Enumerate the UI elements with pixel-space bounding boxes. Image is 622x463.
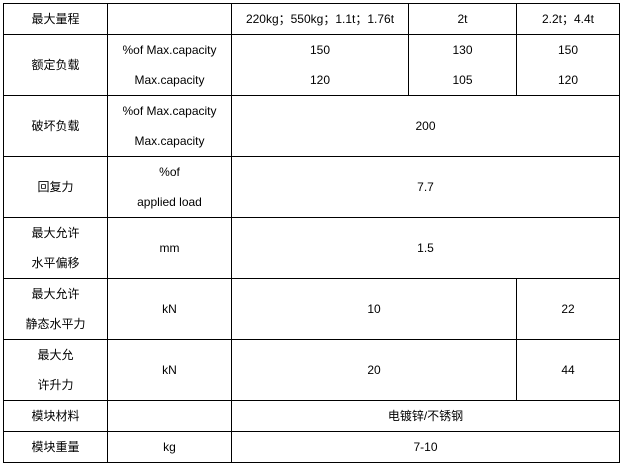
cell: 150 120 bbox=[231, 34, 409, 96]
value: 44 bbox=[516, 339, 620, 401]
unit bbox=[107, 400, 232, 432]
cell: 220kg；550kg；1.1t；1.76t bbox=[231, 3, 409, 35]
label1: 最大允许 bbox=[31, 287, 80, 301]
value: 130 bbox=[452, 43, 473, 57]
label2: 许升力 bbox=[37, 378, 74, 392]
spec-table: 最大量程 220kg；550kg；1.1t；1.76t 2t 2.2t；4.4t… bbox=[3, 3, 620, 463]
unit: kN bbox=[107, 339, 232, 401]
unit: mm bbox=[107, 217, 232, 279]
unit bbox=[107, 3, 232, 35]
cell: 2t bbox=[408, 3, 517, 35]
value: 150 bbox=[557, 43, 579, 57]
cell: 150 120 bbox=[516, 34, 620, 96]
value: 10 bbox=[231, 278, 517, 340]
unit2: Max.capacity bbox=[134, 134, 205, 148]
value: 电镀锌/不锈钢 bbox=[231, 400, 620, 432]
label2: 水平偏移 bbox=[31, 256, 80, 270]
label: 模块重量 bbox=[3, 431, 108, 463]
unit1: %of Max.capacity bbox=[122, 43, 217, 57]
row-restoring-force: 回复力 %of applied load 7.7 bbox=[3, 156, 620, 218]
row-max-range: 最大量程 220kg；550kg；1.1t；1.76t 2t 2.2t；4.4t bbox=[3, 3, 620, 35]
value: 150 bbox=[309, 43, 331, 57]
label: 额定负载 bbox=[3, 34, 108, 96]
label: 最大允许 静态水平力 bbox=[3, 278, 108, 340]
value: 200 bbox=[231, 95, 620, 157]
label: 最大允许 水平偏移 bbox=[3, 217, 108, 279]
value: 120 bbox=[557, 73, 579, 87]
value: 1.5 bbox=[231, 217, 620, 279]
unit: %of Max.capacity Max.capacity bbox=[107, 34, 232, 96]
label: 最大允 许升力 bbox=[3, 339, 108, 401]
value: 7.7 bbox=[231, 156, 620, 218]
unit: kN bbox=[107, 278, 232, 340]
label: 模块材料 bbox=[3, 400, 108, 432]
unit2: applied load bbox=[137, 195, 202, 209]
label2: 静态水平力 bbox=[25, 317, 86, 331]
value: 7-10 bbox=[231, 431, 620, 463]
row-rated-load: 额定负载 %of Max.capacity Max.capacity 150 120… bbox=[3, 34, 620, 96]
label: 回复力 bbox=[3, 156, 108, 218]
unit1: %of bbox=[159, 165, 180, 179]
label1: 最大允 bbox=[37, 348, 74, 362]
unit: %of Max.capacity Max.capacity bbox=[107, 95, 232, 157]
value: 120 bbox=[309, 73, 331, 87]
value: 105 bbox=[452, 73, 473, 87]
unit1: %of Max.capacity bbox=[122, 104, 217, 118]
label1: 最大允许 bbox=[31, 226, 80, 240]
value: 22 bbox=[516, 278, 620, 340]
cell: 2.2t；4.4t bbox=[516, 3, 620, 35]
label: 最大量程 bbox=[3, 3, 108, 35]
value: 20 bbox=[231, 339, 517, 401]
unit: kg bbox=[107, 431, 232, 463]
row-breaking-load: 破坏负载 %of Max.capacity Max.capacity 200 bbox=[3, 95, 620, 157]
row-module-material: 模块材料 电镀锌/不锈钢 bbox=[3, 400, 620, 432]
row-max-static-horizontal-force: 最大允许静态水平力 kN 10 22 bbox=[3, 278, 620, 340]
row-module-weight: 模块重量 kg 7-10 bbox=[3, 431, 620, 463]
cell: 130 105 bbox=[408, 34, 517, 96]
row-max-horizontal-offset: 最大允许水平偏移 mm 1.5 bbox=[3, 217, 620, 279]
label: 破坏负载 bbox=[3, 95, 108, 157]
row-max-uplift-force: 最大允许升力 kN 20 44 bbox=[3, 339, 620, 401]
unit2: Max.capacity bbox=[134, 73, 205, 87]
unit: %of applied load bbox=[107, 156, 232, 218]
